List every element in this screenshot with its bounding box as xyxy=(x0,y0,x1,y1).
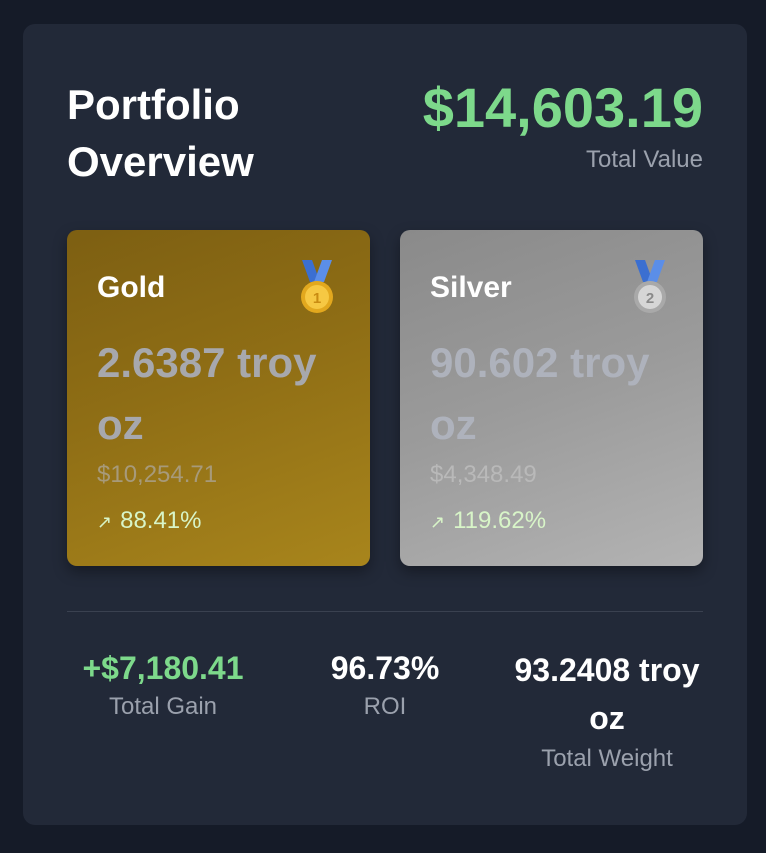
metal-value: $4,348.49 xyxy=(430,461,537,488)
silver-card[interactable]: Silver 2 90.602 troy oz $4,348.49 ↗ 119.6… xyxy=(400,230,703,566)
metal-change: ↗ 119.62% xyxy=(430,506,546,537)
trend-up-icon: ↗ xyxy=(97,512,113,532)
total-weight-stat: 93.2408 troy oz Total Weight xyxy=(511,646,703,776)
total-weight-value: 93.2408 troy oz xyxy=(514,652,700,736)
divider xyxy=(67,611,703,612)
total-value-amount: $14,603.19 xyxy=(422,76,703,139)
metal-change: ↗ 88.41% xyxy=(97,506,202,537)
metal-weight: 90.602 troy oz xyxy=(430,339,650,448)
total-value-label: Total Value xyxy=(586,146,703,173)
metal-change-percent: 119.62% xyxy=(453,507,547,534)
total-gain-value: +$7,180.41 xyxy=(82,650,244,686)
roi-value: 96.73% xyxy=(330,650,440,686)
silver-medal-icon: 2 xyxy=(634,260,666,313)
metal-name: Gold xyxy=(97,271,166,304)
svg-text:2: 2 xyxy=(646,290,654,307)
metal-name: Silver xyxy=(430,271,512,304)
metal-value: $10,254.71 xyxy=(97,461,218,488)
metal-weight: 2.6387 troy oz xyxy=(97,339,317,448)
gold-medal-icon: 1 xyxy=(301,260,333,313)
trend-up-icon: ↗ xyxy=(430,512,446,532)
metal-change-percent: 88.41% xyxy=(120,507,202,534)
total-gain-label: Total Gain xyxy=(108,693,218,720)
total-weight-label: Total Weight xyxy=(541,745,673,772)
total-gain-stat: +$7,180.41 Total Gain xyxy=(67,646,259,724)
roi-stat: 96.73% ROI xyxy=(289,646,481,724)
roi-label: ROI xyxy=(363,693,407,720)
portfolio-card: Portfolio Overview $14,603.19 Total Valu… xyxy=(23,24,747,825)
gold-card[interactable]: Gold 1 2.6387 troy oz $10,254.71 ↗ 88.41% xyxy=(67,230,370,566)
svg-text:1: 1 xyxy=(313,290,321,307)
page-title: Portfolio Overview xyxy=(67,81,254,185)
